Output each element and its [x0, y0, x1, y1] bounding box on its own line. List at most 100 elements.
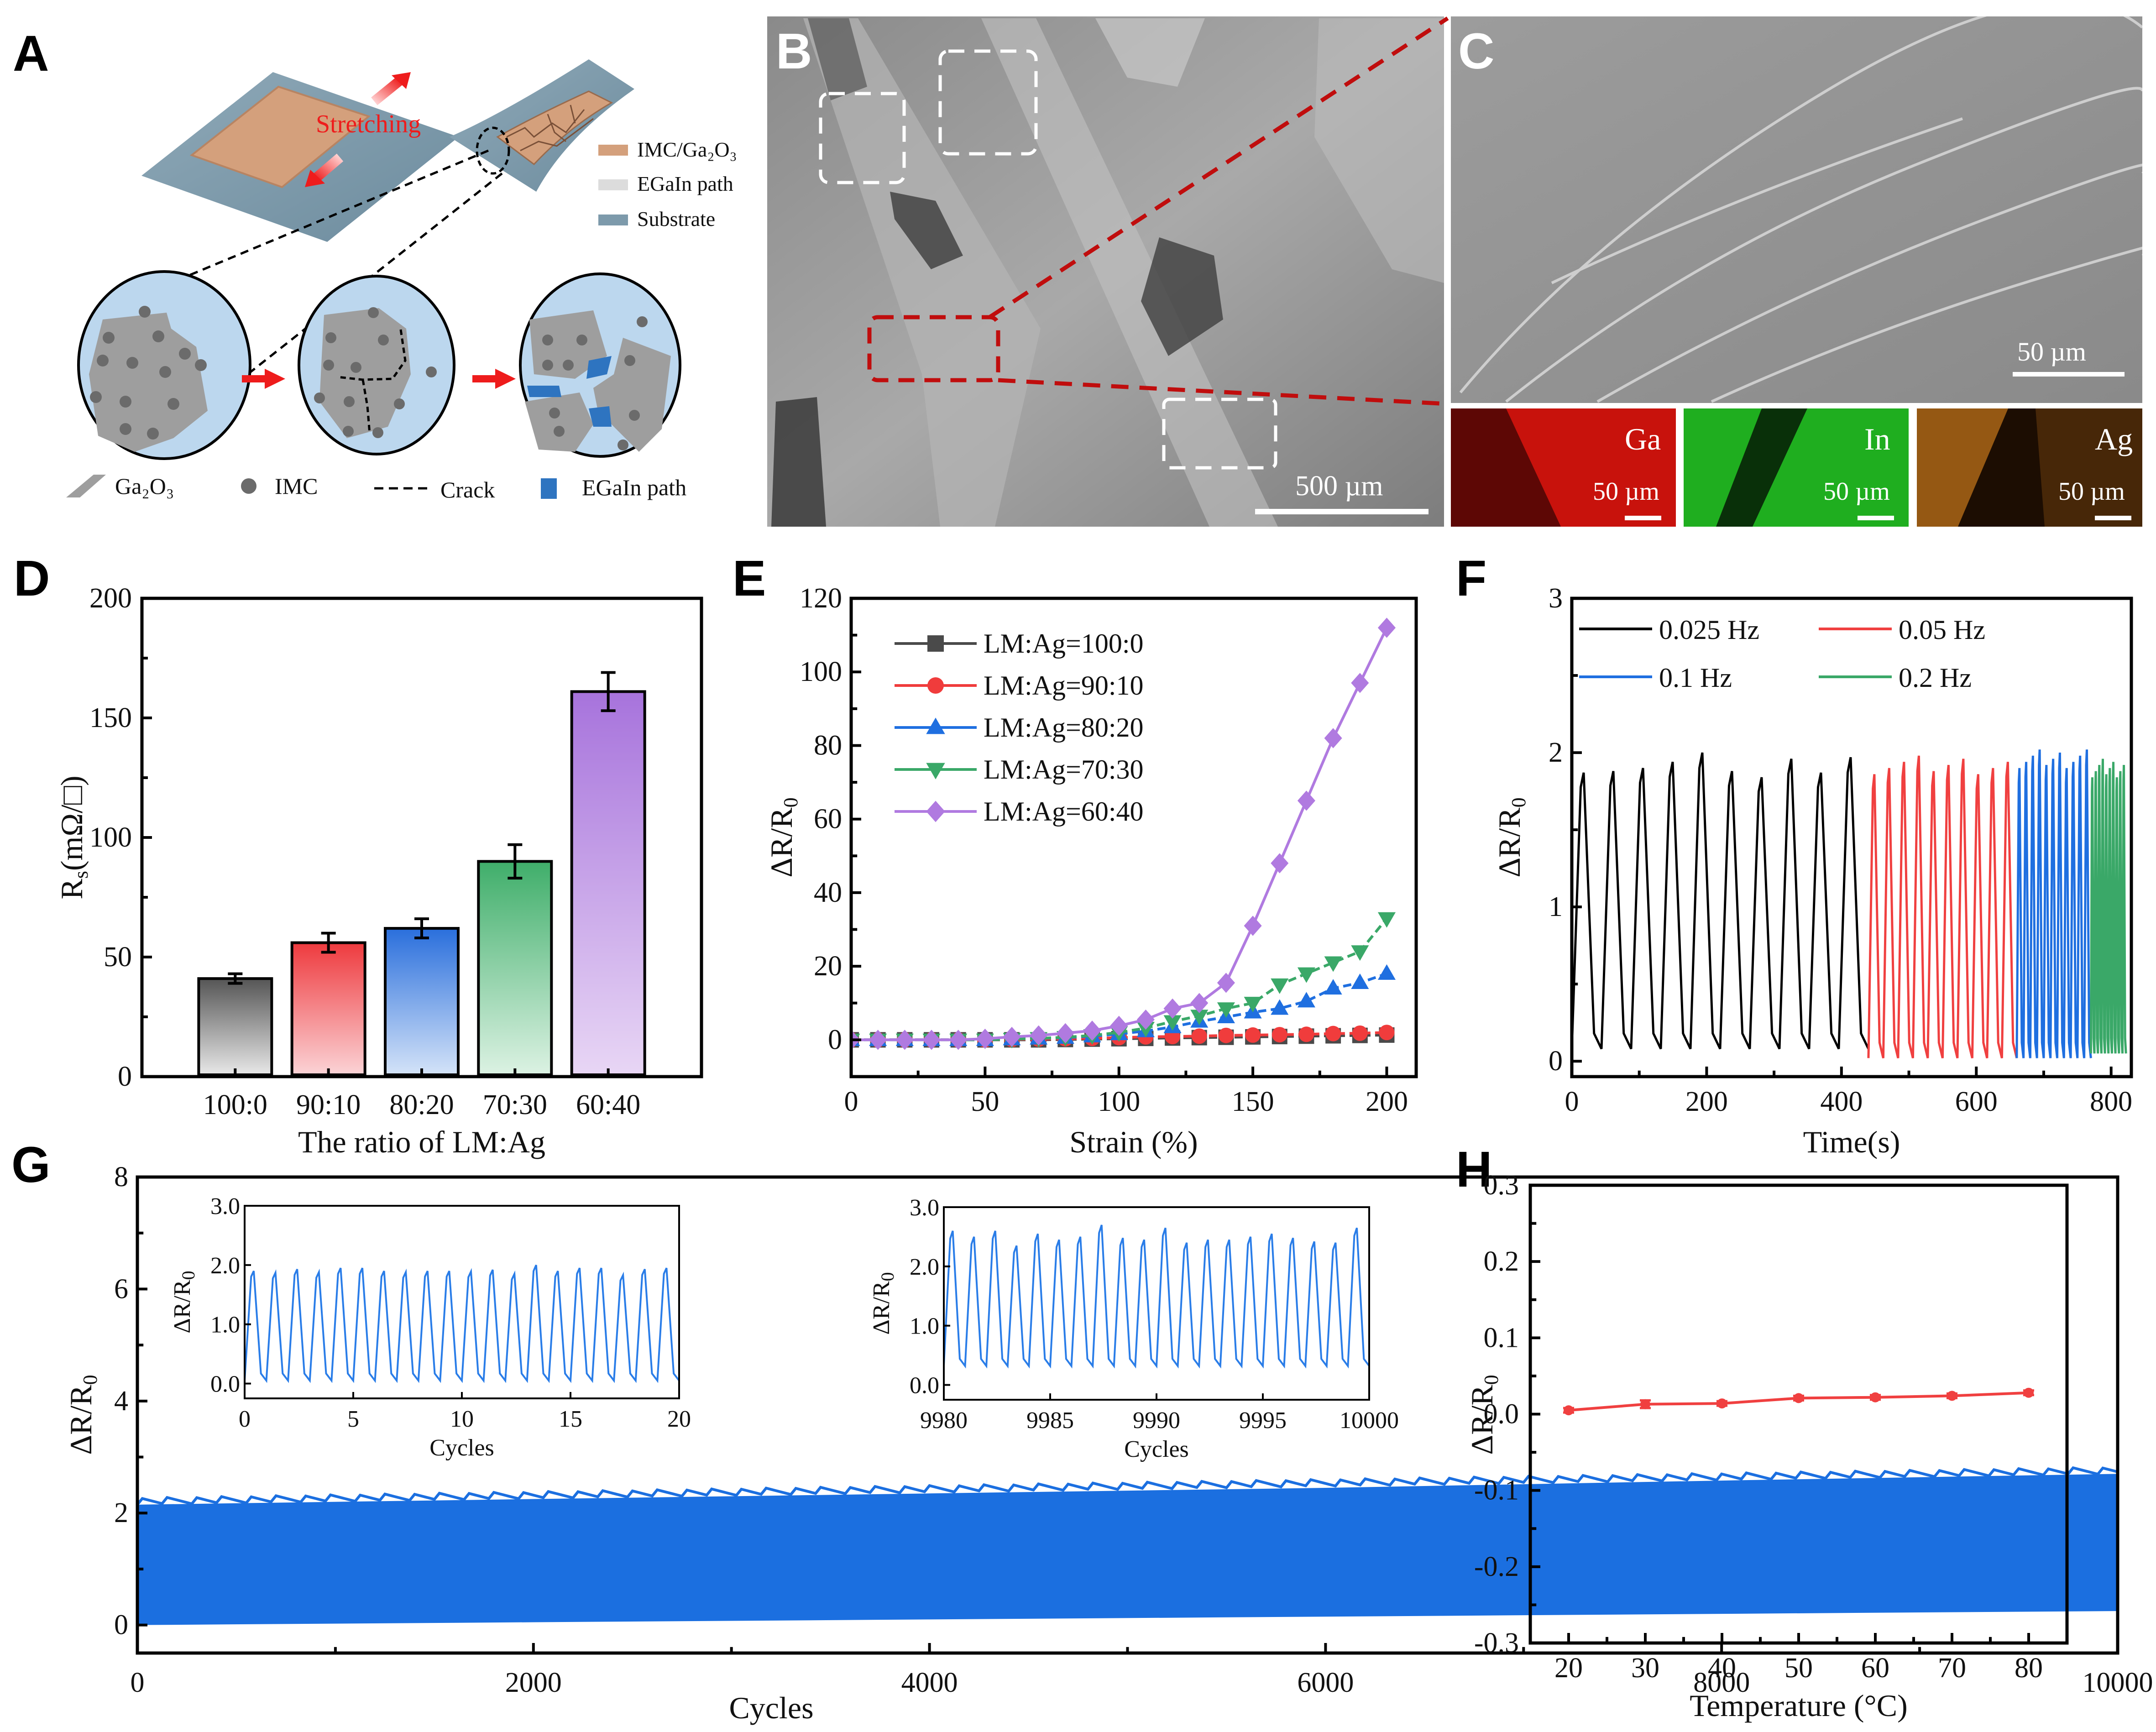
legend-label: 0.1 Hz: [1659, 663, 1732, 693]
x-tick-label: 50: [971, 1086, 999, 1117]
bar-100-0: [197, 977, 273, 1076]
bar-70-30: [477, 860, 553, 1077]
inset-y-tick-label: 1.0: [210, 1312, 240, 1338]
data-point: [1325, 1026, 1341, 1041]
data-point: [1217, 973, 1235, 993]
legend-label-egain-path: EGaIn path: [582, 475, 686, 500]
y-tick-label: 100: [89, 822, 132, 853]
x-tick-label: 100: [1098, 1086, 1140, 1117]
y-tick-label: 150: [89, 702, 132, 733]
data-point: [1271, 978, 1289, 994]
parallelogram-icon: [66, 475, 106, 497]
subscript: 0: [877, 1272, 898, 1281]
y-axis-title-d: Rs(mΩ/□): [54, 775, 92, 899]
inset-y-tick-label: 1.0: [910, 1313, 939, 1340]
panel-e-line-chart: E 0 50 100 150 200 0 20 40 60 80 100 120 LM:Ag=100:…: [733, 550, 1418, 1159]
y-tick-label: 120: [800, 583, 842, 614]
x-tick-label: 8000: [1693, 1667, 1750, 1698]
data-point: [1794, 1393, 1804, 1403]
stretch-arrow-icon: [305, 72, 411, 187]
data-point: [1870, 1392, 1880, 1402]
stage-arrow-2: [472, 369, 516, 389]
legend-swatch-imc: [598, 145, 628, 156]
panel-a: A Stretching IMC/Ga₂O₃ EGaIn path: [13, 26, 737, 502]
plot-frame-f: [1570, 597, 2133, 1078]
x-tick-label: 0: [844, 1086, 858, 1117]
panel-d-bar-chart: D 100:0 90:10 80:20 70:30 60:40050100150200 …: [14, 550, 703, 1159]
stage-circle-1: [77, 270, 251, 460]
zoom-line-1: [159, 149, 489, 289]
legend-label: LM:Ag=60:40: [984, 796, 1144, 827]
y-tick-label: 20: [814, 951, 842, 982]
legend-marker: [927, 635, 944, 652]
series-0-05-Hz: [1867, 755, 2018, 1059]
y-tick-label: 80: [814, 730, 842, 761]
y-tick-label: 1: [1549, 891, 1563, 922]
data-point: [1218, 1027, 1234, 1043]
y-tick-label: -0.1: [1474, 1475, 1519, 1506]
data-point: [1083, 1020, 1101, 1041]
y-tick-label: 100: [800, 656, 842, 687]
panel-letter-e: E: [733, 550, 766, 607]
legend-label: LM:Ag=70:30: [984, 754, 1144, 785]
imc-layer-flat: [189, 85, 371, 188]
bar-80-20: [384, 927, 460, 1076]
series-0-2-Hz: [2089, 759, 2127, 1054]
data-point: [1271, 853, 1289, 874]
x-tick-label: 70: [1938, 1653, 1966, 1684]
inset-y-axis-title: ΔR/R0: [869, 1272, 898, 1334]
x-tick-label: 2000: [505, 1667, 562, 1698]
data-point: [1190, 993, 1209, 1013]
x-tick-label: 0: [131, 1667, 145, 1698]
data-point: [1377, 617, 1396, 638]
data-point: [1351, 973, 1369, 989]
zoom-connector-top: [988, 16, 1449, 319]
y-tick-label: 200: [89, 583, 132, 614]
eds-scale-ga: 50 µm: [1593, 477, 1659, 506]
data-point: [949, 1030, 968, 1050]
data-point: [976, 1028, 994, 1049]
data-point: [1297, 992, 1315, 1008]
inset-series-line: [943, 1224, 1370, 1369]
data-point: [1110, 1015, 1128, 1036]
y-tick-label: 0: [828, 1024, 842, 1055]
y-tick-label: 8: [114, 1162, 128, 1193]
eds-map-in: In 50 µm: [1684, 408, 1909, 527]
panel-b-sem-image: B 500 µm: [767, 16, 1444, 527]
inset-x-tick-label: 0: [239, 1406, 251, 1432]
inset-x-tick-label: 9995: [1239, 1408, 1287, 1434]
y-tick-label: 0: [118, 1061, 132, 1092]
y-tick-label: 2: [1549, 737, 1563, 768]
data-point: [1640, 1399, 1650, 1409]
dot-icon: [241, 478, 256, 494]
stage-circle-2: [298, 275, 455, 455]
legend-marker: [926, 763, 945, 780]
data-point: [1030, 1025, 1048, 1046]
data-point: [1163, 998, 1182, 1019]
stretching-label: Stretching: [316, 110, 421, 138]
data-point: [1351, 673, 1369, 693]
data-point: [1564, 1405, 1574, 1416]
panel-letter-d: D: [14, 550, 50, 607]
scale-bar-c: [2013, 372, 2125, 377]
legend-label-crack: Crack: [440, 477, 495, 502]
inset-x-axis-title: Cycles: [1124, 1436, 1189, 1462]
crack-pattern: [506, 105, 594, 152]
bar-60-40: [570, 690, 646, 1076]
data-point: [1947, 1391, 1957, 1401]
y-tick-label: 0: [114, 1610, 128, 1641]
series-line: [851, 972, 1387, 1041]
panel-h-temperature-chart: H 20 30 40 50 60 70 80 -0.3 -0.2 -0.1 0.0 0.1 0.2 0.3…: [1456, 1141, 2069, 1723]
legend-label: 0.025 Hz: [1659, 615, 1759, 645]
x-tick-label: 60:40: [576, 1089, 640, 1120]
y-axis-title-e: ΔR/R0: [764, 797, 802, 877]
y-tick-label: 3: [1549, 583, 1563, 614]
data-point: [1191, 1028, 1207, 1044]
data-point: [1717, 1398, 1727, 1409]
x-tick-label: 6000: [1297, 1667, 1354, 1698]
eds-map-ag: Ag 50 µm: [1917, 408, 2142, 527]
x-tick-label: 0: [1565, 1086, 1579, 1117]
y-tick-label: 50: [104, 942, 132, 973]
